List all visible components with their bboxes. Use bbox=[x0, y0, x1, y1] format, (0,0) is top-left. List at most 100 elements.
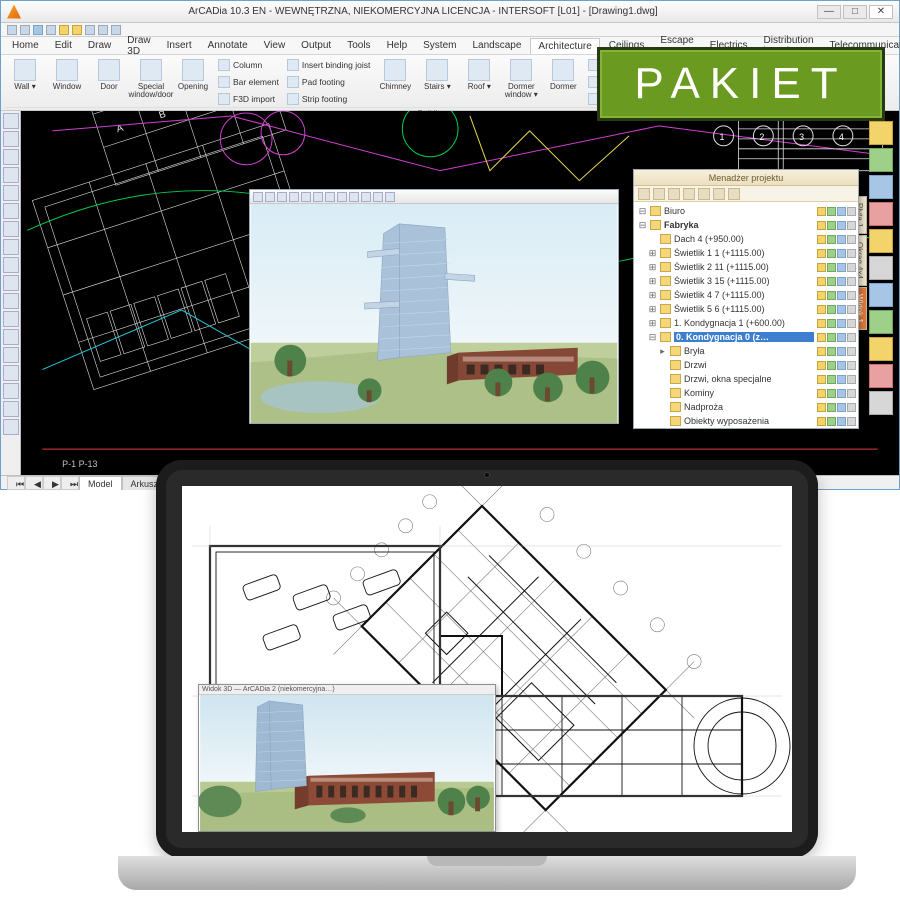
menu-home[interactable]: Home bbox=[5, 38, 46, 53]
pv-icon[interactable] bbox=[277, 192, 287, 202]
pm-tb-icon[interactable] bbox=[653, 188, 665, 200]
menu-draw[interactable]: Draw bbox=[81, 38, 118, 53]
menu-insert[interactable]: Insert bbox=[160, 38, 199, 53]
tool-mirror-icon[interactable] bbox=[3, 311, 19, 327]
menu-landscape[interactable]: Landscape bbox=[465, 38, 528, 53]
qat-undo-icon[interactable] bbox=[59, 25, 69, 35]
tool-hatch-icon[interactable] bbox=[3, 257, 19, 273]
pv-icon[interactable] bbox=[325, 192, 335, 202]
insert-binding-joist-button[interactable]: Insert binding joist bbox=[284, 57, 374, 73]
pm-tb-icon[interactable] bbox=[683, 188, 695, 200]
tab-nav-first[interactable]: ⏮ bbox=[7, 476, 25, 490]
menu-edit[interactable]: Edit bbox=[48, 38, 79, 53]
tree-row[interactable]: Drzwi bbox=[638, 358, 856, 372]
tool-line-icon[interactable] bbox=[3, 131, 19, 147]
tree-row[interactable]: ⊟0. Kondygnacja 0 (z… bbox=[638, 330, 856, 344]
dormer-button[interactable]: Dormer bbox=[543, 57, 583, 107]
tool-scale-icon[interactable] bbox=[3, 329, 19, 345]
tool-dim-icon[interactable] bbox=[3, 239, 19, 255]
tool-arc-icon[interactable] bbox=[3, 203, 19, 219]
minimize-button[interactable]: — bbox=[817, 5, 841, 19]
menu-system[interactable]: System bbox=[416, 38, 463, 53]
tool-rotate-icon[interactable] bbox=[3, 293, 19, 309]
tab-model[interactable]: Model bbox=[79, 476, 122, 490]
pm-tb-icon[interactable] bbox=[728, 188, 740, 200]
tree-row[interactable]: ⊞Świetlik 3 15 (+1115.00) bbox=[638, 274, 856, 288]
qat-copy-icon[interactable] bbox=[98, 25, 108, 35]
tool-rect-icon[interactable] bbox=[3, 167, 19, 183]
chimney-button[interactable]: Chimney bbox=[375, 57, 415, 107]
stairs-button[interactable]: Stairs ▾ bbox=[417, 57, 457, 107]
project-manager-title[interactable]: Menadżer projektu bbox=[634, 170, 858, 186]
rt-icon-7[interactable] bbox=[869, 283, 893, 307]
tree-row[interactable]: Dach 4 (+950.00) bbox=[638, 232, 856, 246]
bar-element-button[interactable]: Bar element bbox=[215, 74, 282, 90]
menu-view[interactable]: View bbox=[257, 38, 293, 53]
pv-icon[interactable] bbox=[253, 192, 263, 202]
tool-zoom-icon[interactable] bbox=[3, 419, 19, 435]
pm-tb-icon[interactable] bbox=[638, 188, 650, 200]
tool-select-icon[interactable] bbox=[3, 113, 19, 129]
pv-icon[interactable] bbox=[349, 192, 359, 202]
rt-icon-11[interactable] bbox=[869, 391, 893, 415]
tab-nav-last[interactable]: ⏭ bbox=[61, 476, 79, 490]
special-window-door-button[interactable]: Special window/door bbox=[131, 57, 171, 107]
rt-icon-6[interactable] bbox=[869, 256, 893, 280]
pm-tb-icon[interactable] bbox=[668, 188, 680, 200]
qat-save-icon[interactable] bbox=[33, 25, 43, 35]
pv-icon[interactable] bbox=[289, 192, 299, 202]
rt-icon-10[interactable] bbox=[869, 364, 893, 388]
pv-icon[interactable] bbox=[385, 192, 395, 202]
tool-pan-icon[interactable] bbox=[3, 401, 19, 417]
pv-icon[interactable] bbox=[313, 192, 323, 202]
strip-footing-button[interactable]: Strip footing bbox=[284, 91, 374, 107]
menu-output[interactable]: Output bbox=[294, 38, 338, 53]
qat-new-icon[interactable] bbox=[7, 25, 17, 35]
rt-icon-1[interactable] bbox=[869, 121, 893, 145]
window-button[interactable]: Window bbox=[47, 57, 87, 107]
tree-row[interactable]: ⊟Biuro bbox=[638, 204, 856, 218]
pv-icon[interactable] bbox=[301, 192, 311, 202]
qat-redo-icon[interactable] bbox=[72, 25, 82, 35]
menu-tools[interactable]: Tools bbox=[340, 38, 377, 53]
tool-poly-icon[interactable] bbox=[3, 149, 19, 165]
pv-icon[interactable] bbox=[337, 192, 347, 202]
column-button[interactable]: Column bbox=[215, 57, 282, 73]
rt-icon-4[interactable] bbox=[869, 202, 893, 226]
rt-icon-2[interactable] bbox=[869, 148, 893, 172]
door-button[interactable]: Door bbox=[89, 57, 129, 107]
tool-text-icon[interactable] bbox=[3, 221, 19, 237]
qat-open-icon[interactable] bbox=[20, 25, 30, 35]
pad-footing-button[interactable]: Pad footing bbox=[284, 74, 374, 90]
tab-nav-next[interactable]: ▶ bbox=[43, 476, 61, 490]
qat-print-icon[interactable] bbox=[46, 25, 56, 35]
tree-row[interactable]: ⊟Fabryka bbox=[638, 218, 856, 232]
pm-tb-icon[interactable] bbox=[713, 188, 725, 200]
tool-extend-icon[interactable] bbox=[3, 365, 19, 381]
tool-move-icon[interactable] bbox=[3, 275, 19, 291]
dormer-window-button[interactable]: Dormer window ▾ bbox=[501, 57, 541, 107]
tree-row[interactable]: Nadproża bbox=[638, 400, 856, 414]
tree-row[interactable]: ⊞Świetlik 5 6 (+1115.00) bbox=[638, 302, 856, 316]
rt-icon-8[interactable] bbox=[869, 310, 893, 334]
rt-icon-9[interactable] bbox=[869, 337, 893, 361]
menu-architecture[interactable]: Architecture bbox=[530, 38, 599, 54]
rt-icon-5[interactable] bbox=[869, 229, 893, 253]
f3d-import-button[interactable]: F3D import bbox=[215, 91, 282, 107]
wall-button[interactable]: Wall ▾ bbox=[5, 57, 45, 107]
tree-row[interactable]: ⊞Świetlik 4 7 (+1115.00) bbox=[638, 288, 856, 302]
opening-button[interactable]: Opening bbox=[173, 57, 213, 107]
tree-row[interactable]: Kominy bbox=[638, 386, 856, 400]
close-button[interactable]: ✕ bbox=[869, 5, 893, 19]
tab-nav-prev[interactable]: ◀ bbox=[25, 476, 43, 490]
maximize-button[interactable]: □ bbox=[843, 5, 867, 19]
tool-circle-icon[interactable] bbox=[3, 185, 19, 201]
rt-icon-3[interactable] bbox=[869, 175, 893, 199]
pv-icon[interactable] bbox=[361, 192, 371, 202]
tree-row[interactable]: ⊞Świetlik 2 11 (+1115.00) bbox=[638, 260, 856, 274]
qat-cut-icon[interactable] bbox=[85, 25, 95, 35]
tree-row[interactable]: ▸Bryła bbox=[638, 344, 856, 358]
menu-help[interactable]: Help bbox=[380, 38, 415, 53]
tool-trim-icon[interactable] bbox=[3, 347, 19, 363]
roof-button[interactable]: Roof ▾ bbox=[459, 57, 499, 107]
